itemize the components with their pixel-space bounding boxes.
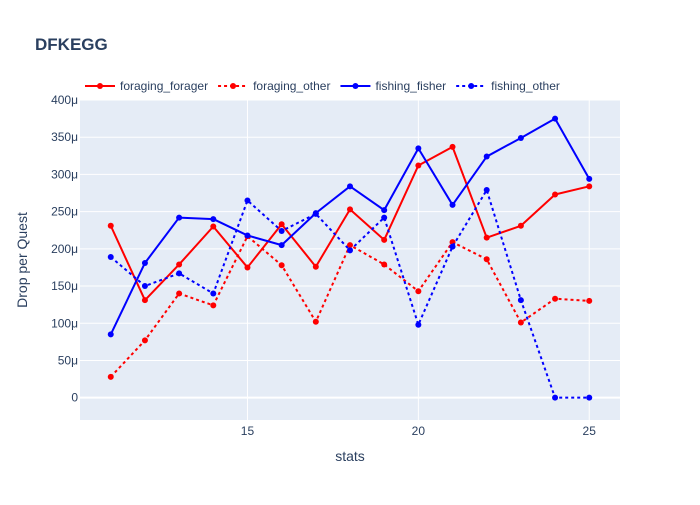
x-tick-label: 20 xyxy=(412,424,426,438)
data-point[interactable] xyxy=(107,331,114,338)
data-point[interactable] xyxy=(483,153,490,160)
legend-label: fishing_other xyxy=(491,79,560,93)
x-axis-ticks: 15 20 25 xyxy=(241,424,596,438)
legend-item[interactable]: foraging_other xyxy=(218,79,330,93)
data-point[interactable] xyxy=(107,222,114,229)
legend-item[interactable]: fishing_fisher xyxy=(340,79,446,93)
data-point[interactable] xyxy=(347,247,353,254)
data-point[interactable] xyxy=(141,337,148,344)
data-point[interactable] xyxy=(449,201,456,208)
legend-marker xyxy=(230,83,237,89)
data-point[interactable] xyxy=(278,242,285,249)
data-point[interactable] xyxy=(381,214,388,221)
data-point[interactable] xyxy=(210,290,217,297)
data-point[interactable] xyxy=(381,207,388,214)
legend-marker xyxy=(352,83,359,89)
data-point[interactable] xyxy=(381,261,388,268)
data-point[interactable] xyxy=(586,175,593,182)
gridlines xyxy=(80,99,620,420)
series-fishing_other xyxy=(107,187,593,401)
legend-marker xyxy=(468,83,475,89)
data-point[interactable] xyxy=(586,394,593,401)
legend-item[interactable]: fishing_other xyxy=(456,79,560,93)
data-point[interactable] xyxy=(483,187,490,194)
data-point[interactable] xyxy=(210,223,217,230)
data-point[interactable] xyxy=(244,264,251,271)
data-point[interactable] xyxy=(415,145,422,152)
data-point[interactable] xyxy=(483,256,490,263)
series-layer xyxy=(107,115,593,401)
legend-item[interactable]: foraging_forager xyxy=(85,79,208,93)
y-axis-label: Drop per Quest xyxy=(14,212,30,308)
data-point[interactable] xyxy=(176,214,183,221)
data-point[interactable] xyxy=(517,222,524,229)
series-foraging_forager xyxy=(107,143,593,304)
legend-label: fishing_fisher xyxy=(375,79,446,93)
y-tick-label: 150μ xyxy=(51,279,78,293)
legend: foraging_forager foraging_other fishing_fi… xyxy=(85,79,560,93)
data-point[interactable] xyxy=(449,243,456,250)
plot-area xyxy=(80,100,620,420)
data-point[interactable] xyxy=(415,162,422,169)
data-point[interactable] xyxy=(586,183,593,190)
series-fishing_fisher xyxy=(107,115,593,338)
y-axis-ticks: 0 50μ 100μ 150μ 200μ 250μ 300μ 350μ 400μ xyxy=(51,93,78,405)
data-point[interactable] xyxy=(278,221,285,228)
x-tick-label: 15 xyxy=(241,424,255,438)
data-point[interactable] xyxy=(552,394,559,401)
data-point[interactable] xyxy=(449,143,456,150)
data-point[interactable] xyxy=(517,297,524,304)
legend-label: foraging_forager xyxy=(120,79,208,93)
legend-label: foraging_other xyxy=(253,79,330,93)
y-tick-label: 50μ xyxy=(58,353,78,367)
data-point[interactable] xyxy=(312,318,319,325)
legend-marker xyxy=(97,83,103,89)
data-point[interactable] xyxy=(415,321,422,328)
data-point[interactable] xyxy=(586,297,593,304)
data-point[interactable] xyxy=(347,242,353,249)
data-point[interactable] xyxy=(176,270,183,277)
data-point[interactable] xyxy=(517,134,524,141)
x-axis-label: stats xyxy=(335,448,365,464)
data-point[interactable] xyxy=(347,183,353,190)
x-tick-label: 25 xyxy=(583,424,597,438)
y-tick-label: 0 xyxy=(71,391,78,405)
data-point[interactable] xyxy=(141,297,148,304)
data-point[interactable] xyxy=(141,259,148,266)
y-tick-label: 350μ xyxy=(51,130,78,144)
y-tick-label: 250μ xyxy=(51,205,78,219)
y-tick-label: 300μ xyxy=(51,167,78,181)
y-tick-label: 200μ xyxy=(51,242,78,256)
chart-title: DFKEGG xyxy=(35,35,108,54)
data-point[interactable] xyxy=(244,232,251,239)
data-point[interactable] xyxy=(552,191,559,198)
data-point[interactable] xyxy=(210,216,217,223)
y-tick-label: 100μ xyxy=(51,316,78,330)
data-point[interactable] xyxy=(552,115,559,122)
data-point[interactable] xyxy=(278,262,285,269)
data-point[interactable] xyxy=(381,236,388,243)
data-point[interactable] xyxy=(415,288,422,295)
data-point[interactable] xyxy=(244,197,251,204)
data-point[interactable] xyxy=(312,263,319,270)
data-point[interactable] xyxy=(312,210,319,217)
data-point[interactable] xyxy=(517,319,524,326)
data-point[interactable] xyxy=(107,254,114,261)
data-point[interactable] xyxy=(176,261,183,268)
data-point[interactable] xyxy=(483,234,490,241)
data-point[interactable] xyxy=(278,227,285,234)
data-point[interactable] xyxy=(107,373,114,380)
y-tick-label: 400μ xyxy=(51,93,78,107)
data-point[interactable] xyxy=(552,295,559,302)
data-point[interactable] xyxy=(210,302,217,309)
data-point[interactable] xyxy=(347,206,353,213)
data-point[interactable] xyxy=(176,290,183,297)
data-point[interactable] xyxy=(141,283,148,290)
